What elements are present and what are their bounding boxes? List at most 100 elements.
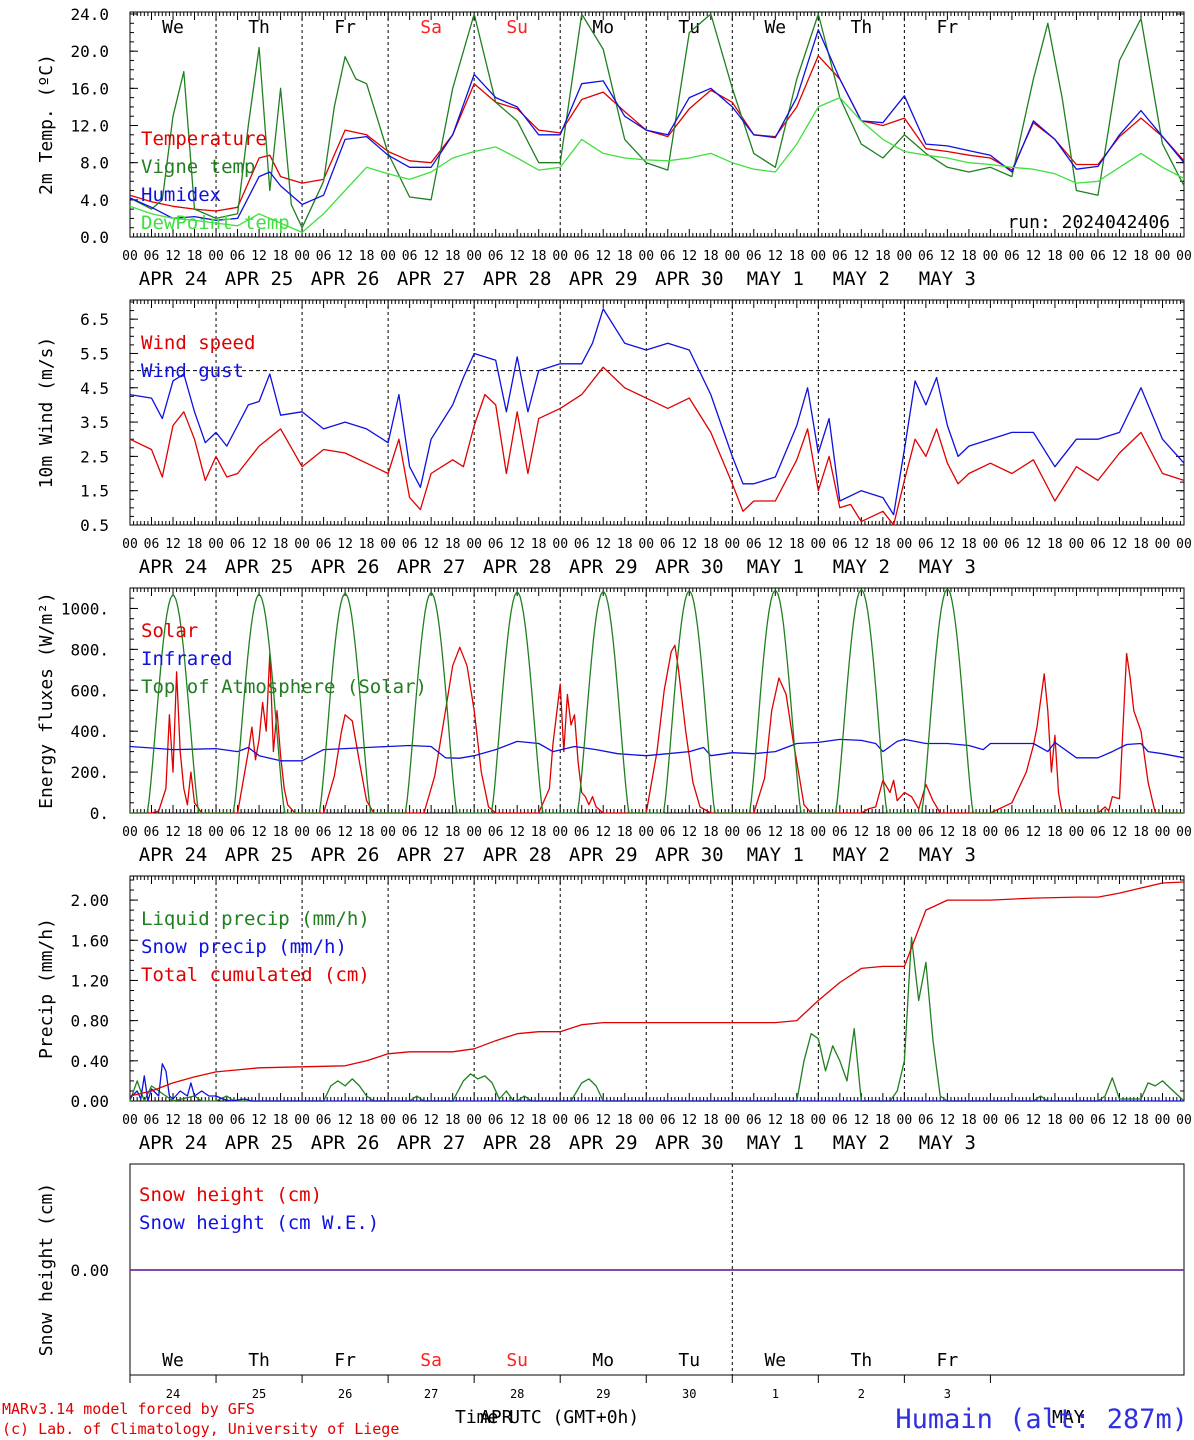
x-hour-label: 12 (595, 825, 611, 840)
y-tick-label: 3.5 (80, 413, 109, 432)
legend-entry: Top of Atmosphere (Solar) (141, 676, 427, 698)
x-hour-label: 18 (875, 249, 891, 264)
x-hour-label: 18 (445, 537, 461, 552)
x-hour-label: 00 (1176, 249, 1192, 264)
x-hour-label: 18 (789, 249, 805, 264)
y-tick-label: 16.0 (70, 79, 109, 98)
y-tick-label: 1.20 (70, 971, 109, 990)
x-date-label: APR 26 (311, 556, 380, 578)
y-tick-label: 1000. (61, 599, 109, 618)
x-date-label: APR 25 (225, 268, 294, 290)
panel-1: 00 06 12 18 00 06 12 18 00 06 12 18 00 06 12 18 00 06 12 18… (36, 5, 1192, 290)
legend-entry: Solar (141, 620, 198, 642)
x-hour-label: 06 (574, 249, 590, 264)
y-axis-label: Snow height (cm) (36, 1183, 57, 1356)
x-hour-label: 18 (961, 825, 977, 840)
x-hour-label: 18 (617, 825, 633, 840)
x-hour-label: 12 (854, 825, 870, 840)
x-hour-label: 18 (789, 1113, 805, 1128)
x-hour-label: 00 (466, 537, 482, 552)
x-hour-label: 18 (703, 1113, 719, 1128)
day-of-week-label: Th (851, 1350, 873, 1371)
x-hour-label: 18 (1133, 825, 1149, 840)
y-axis-label: Energy fluxes (W/m²) (36, 592, 57, 809)
x-hour-label: 06 (574, 537, 590, 552)
panel-5: 24 25 26 27 28 29 30 1 2 3 0.00 Snow height (cm) We T… (36, 1163, 1185, 1401)
x-hour-label: 06 (1090, 1113, 1106, 1128)
y-tick-label: 6.5 (80, 310, 109, 329)
legend-entry: Infrared (141, 648, 233, 670)
x-hour-label: 12 (595, 249, 611, 264)
x-date-label: APR 26 (311, 1132, 380, 1154)
x-date-label: APR 27 (397, 1132, 466, 1154)
x-hour-label: 06 (746, 537, 762, 552)
x-date-label: MAY 1 (747, 1132, 804, 1154)
y-axis-label: Precip (mm/h) (36, 918, 57, 1059)
day-of-week-label: We (162, 17, 184, 38)
y-tick-label: 8.0 (80, 154, 109, 173)
y-tick-label: 5.5 (80, 344, 109, 363)
x-date-label: MAY 2 (833, 844, 890, 866)
x-hour-label: 06 (1004, 537, 1020, 552)
x-hour-label: 18 (875, 825, 891, 840)
x-hour-label: 12 (509, 249, 525, 264)
x-hour-label: 06 (316, 1113, 332, 1128)
series-line (129, 881, 1185, 1097)
x-hour-label: 18 (617, 249, 633, 264)
day-of-week-label: We (764, 17, 786, 38)
x-hour-label: 00 (208, 249, 224, 264)
y-tick-label: 2.5 (80, 447, 109, 466)
x-hour-label: 06 (488, 825, 504, 840)
x-date-number: 1 (772, 1387, 779, 1401)
x-date-label: APR 29 (569, 844, 638, 866)
x-date-label: APR 29 (569, 268, 638, 290)
x-hour-label: 00 (552, 249, 568, 264)
x-hour-label: 06 (832, 537, 848, 552)
x-date-label: APR 26 (311, 844, 380, 866)
x-hour-label: 00 (983, 825, 999, 840)
day-of-week-label: Th (248, 1350, 270, 1371)
x-hour-label: 12 (251, 825, 267, 840)
x-hour-label: 06 (832, 249, 848, 264)
x-hour-label: 00 (122, 249, 138, 264)
x-hour-label: 00 (1069, 1113, 1085, 1128)
day-of-week-label: Fr (937, 1350, 959, 1371)
x-hour-label: 06 (230, 825, 246, 840)
x-hour-label: 00 (1069, 537, 1085, 552)
y-tick-label: 12.0 (70, 117, 109, 136)
x-hour-label: 06 (402, 1113, 418, 1128)
x-hour-label: 00 (380, 1113, 396, 1128)
x-hour-label: 18 (445, 825, 461, 840)
x-hour-label: 00 (208, 825, 224, 840)
day-of-week-label: Sa (420, 17, 442, 38)
credit-line-2: (c) Lab. of Climatology, University of L… (2, 1420, 399, 1438)
x-hour-label: 18 (531, 825, 547, 840)
y-tick-label: 0.00 (70, 1092, 109, 1111)
x-hour-label: 18 (359, 537, 375, 552)
x-hour-label: 00 (466, 249, 482, 264)
x-hour-label: 00 (122, 825, 138, 840)
x-hour-label: 06 (230, 249, 246, 264)
x-hour-label: 06 (316, 537, 332, 552)
x-date-label: APR 24 (139, 844, 208, 866)
x-hour-label: 18 (359, 825, 375, 840)
x-hour-label: 00 (1155, 249, 1171, 264)
x-hour-label: 12 (165, 1113, 181, 1128)
x-hour-label: 06 (1090, 537, 1106, 552)
legend-entry: Snow height (cm) (139, 1184, 322, 1206)
x-hour-label: 12 (940, 249, 956, 264)
x-hour-label: 06 (574, 825, 590, 840)
x-hour-label: 06 (1004, 1113, 1020, 1128)
day-of-week-label: We (764, 1350, 786, 1371)
day-of-week-label: Mo (592, 17, 614, 38)
x-hour-label: 12 (1112, 249, 1128, 264)
y-axis-label: 10m Wind (m/s) (36, 337, 57, 489)
series-line (129, 1063, 1184, 1102)
x-date-label: APR 25 (225, 844, 294, 866)
x-date-label: MAY 2 (833, 556, 890, 578)
x-hour-label: 18 (1047, 825, 1063, 840)
x-hour-label: 12 (595, 1113, 611, 1128)
x-hour-label: 12 (423, 537, 439, 552)
x-date-label: APR 27 (397, 844, 466, 866)
x-hour-label: 12 (681, 1113, 697, 1128)
